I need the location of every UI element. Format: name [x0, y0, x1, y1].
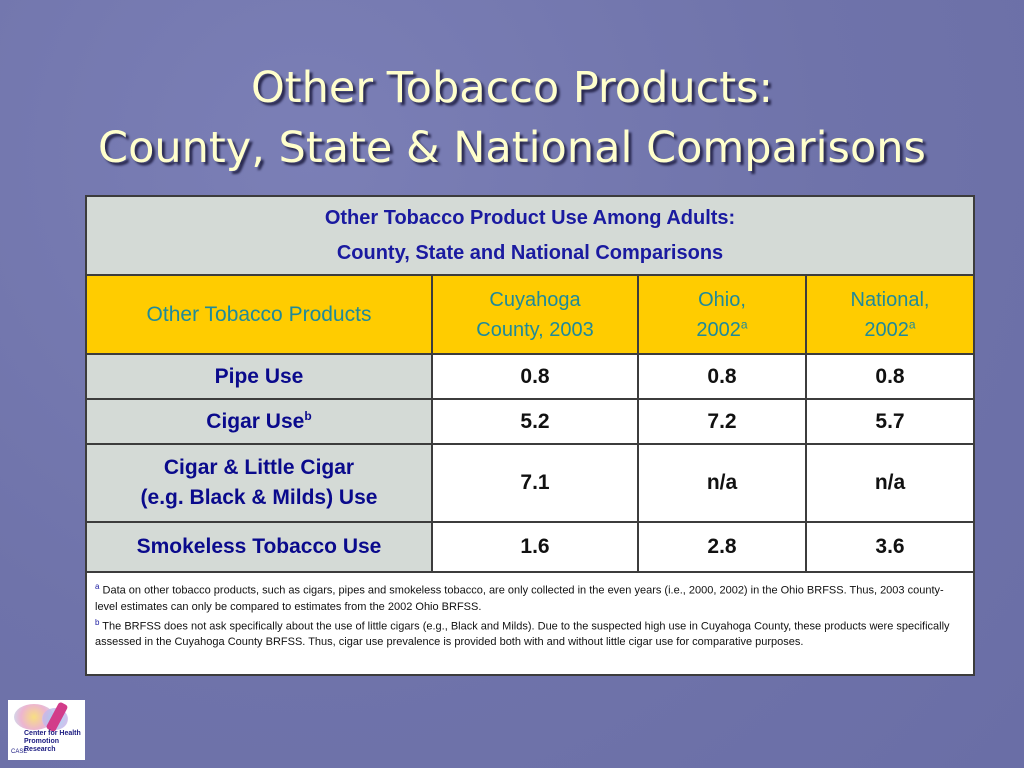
cell-county: 1.6	[431, 521, 639, 573]
footnote-a-text: Data on other tobacco products, such as …	[95, 584, 944, 613]
footnote-b-mark: b	[95, 617, 100, 627]
footnote-b-ref: b	[304, 408, 312, 423]
header-national: National, 2002a	[804, 274, 976, 355]
header-national-line1: National,	[850, 288, 930, 311]
table-caption: Other Tobacco Product Use Among Adults: …	[84, 195, 976, 276]
header-national-year: 2002	[864, 318, 909, 341]
row-label-line1: Cigar & Little Cigar	[163, 456, 355, 479]
cell-county: 0.8	[431, 353, 639, 400]
header-cuyahoga-line1: Cuyahoga	[489, 288, 581, 311]
row-label: Cigar & Little Cigar (e.g. Black & Milds…	[85, 443, 433, 523]
table-caption-line1: Other Tobacco Product Use Among Adults:	[324, 206, 736, 229]
logo-text: Center for Health Promotion Research	[24, 730, 84, 754]
cell-ohio: 2.8	[637, 521, 807, 573]
table-row: Cigar & Little Cigar (e.g. Black & Milds…	[85, 443, 976, 523]
slide-title-line1: Other Tobacco Products:	[250, 63, 774, 113]
row-label: Pipe Use	[85, 353, 433, 400]
table-caption-line2: County, State and National Comparisons	[336, 241, 724, 264]
header-cuyahoga-line2: County, 2003	[476, 318, 594, 341]
cell-ohio: 0.8	[637, 353, 807, 400]
cell-county: 7.1	[431, 443, 639, 523]
table-row: Pipe Use 0.8 0.8 0.8	[85, 353, 976, 400]
table-row: Cigar Useb 5.2 7.2 5.7	[85, 398, 976, 445]
header-cuyahoga: Cuyahoga County, 2003	[431, 274, 639, 355]
comparison-table: Other Tobacco Product Use Among Adults: …	[84, 195, 976, 676]
header-ohio-line2: 2002a	[643, 315, 801, 345]
cell-county: 5.2	[431, 398, 639, 445]
table-footnotes: a Data on other tobacco products, such a…	[84, 571, 976, 676]
footnote-a-ref: a	[908, 316, 916, 331]
cell-national: 0.8	[804, 353, 976, 400]
footnote-a-ref: a	[740, 316, 748, 331]
cell-ohio: n/a	[637, 443, 807, 523]
cell-national: n/a	[804, 443, 976, 523]
logo-line1: Center for Health	[24, 730, 81, 737]
footnote-b: b The BRFSS does not ask specifically ab…	[95, 615, 965, 651]
center-logo: Center for Health Promotion Research CAS…	[8, 700, 85, 760]
header-ohio-line1: Ohio,	[698, 288, 746, 311]
header-products: Other Tobacco Products	[85, 274, 433, 355]
row-label: Smokeless Tobacco Use	[85, 521, 433, 573]
row-label: Cigar Useb	[85, 398, 433, 445]
cell-ohio: 7.2	[637, 398, 807, 445]
row-label-line2: (e.g. Black & Milds) Use	[140, 486, 378, 509]
footnote-a: a Data on other tobacco products, such a…	[95, 579, 965, 615]
logo-org: CASE	[11, 749, 28, 755]
cell-national: 5.7	[804, 398, 976, 445]
header-national-line2: 2002a	[811, 315, 969, 345]
logo-line2: Promotion Research	[24, 738, 59, 753]
slide-title-line2: County, State & National Comparisons	[98, 123, 926, 173]
cell-national: 3.6	[804, 521, 976, 573]
footnote-a-mark: a	[95, 582, 100, 591]
row-label-text: Cigar Use	[206, 409, 305, 433]
header-ohio: Ohio, 2002a	[637, 274, 807, 355]
slide-title: Other Tobacco Products: County, State & …	[0, 58, 1024, 178]
footnote-b-text: The BRFSS does not ask specifically abou…	[95, 620, 950, 649]
table-row: Smokeless Tobacco Use 1.6 2.8 3.6	[85, 521, 976, 573]
header-ohio-year: 2002	[696, 318, 741, 341]
